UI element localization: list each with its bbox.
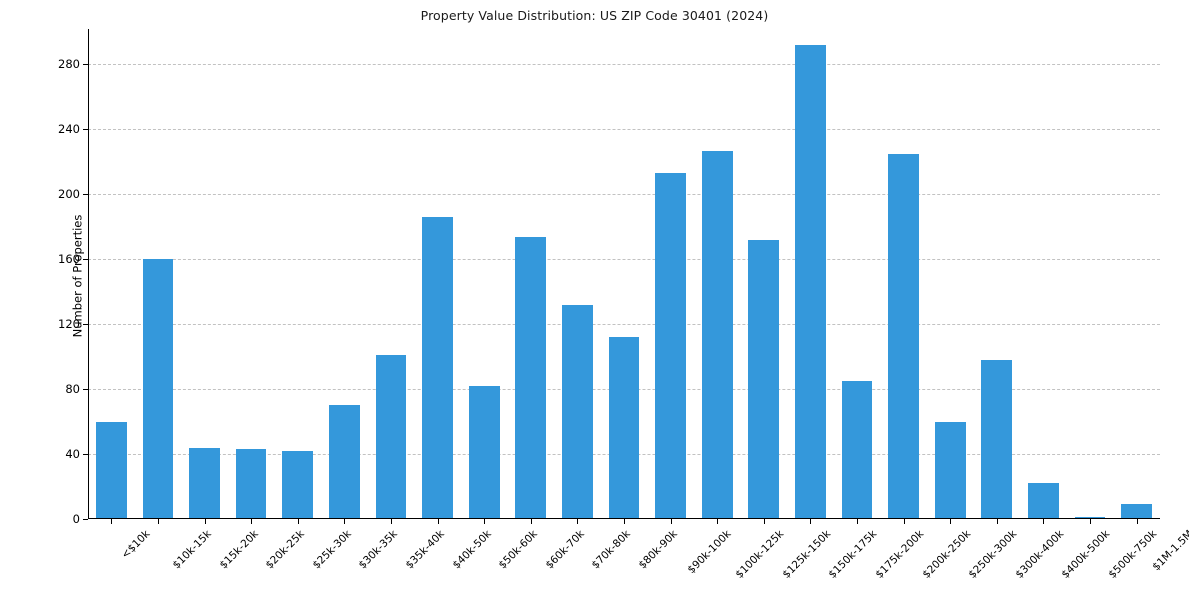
x-tick-label: $90k-100k	[685, 528, 734, 577]
y-tick-label: 80	[65, 382, 80, 397]
x-tick-label: $80k-90k	[636, 528, 680, 572]
bar[interactable]	[701, 150, 733, 519]
bar[interactable]	[282, 450, 314, 519]
x-tick-label: $10k-15k	[170, 528, 214, 572]
bar[interactable]	[608, 337, 640, 519]
x-tick-label: $100k-125k	[733, 528, 787, 581]
x-tick-label: $50k-60k	[496, 528, 541, 572]
x-tick-label: $35k-40k	[403, 528, 447, 572]
x-tick-label: $60k-70k	[543, 528, 587, 572]
x-tick-label: $400k-500k	[1059, 528, 1113, 581]
x-tick-label: $125k-150k	[780, 528, 834, 581]
bar[interactable]	[1121, 504, 1153, 519]
y-tick-label: 40	[65, 447, 80, 462]
gridline	[88, 64, 1160, 66]
bar[interactable]	[934, 421, 966, 519]
x-tick-mark	[390, 519, 392, 524]
x-tick-mark	[670, 519, 672, 524]
x-tick-label: $300k-400k	[1013, 528, 1067, 581]
x-tick-label: $70k-80k	[589, 528, 634, 572]
bar[interactable]	[888, 153, 920, 519]
x-tick-mark	[950, 519, 952, 524]
y-axis-spine	[88, 29, 89, 519]
x-tick-mark	[530, 519, 532, 524]
bar[interactable]	[189, 447, 220, 519]
x-tick-mark	[1043, 519, 1045, 524]
x-tick-mark	[903, 519, 905, 524]
x-tick-label: $500k-750k	[1106, 528, 1160, 581]
y-tick-label: 120	[58, 317, 80, 332]
bar[interactable]	[375, 355, 407, 519]
y-tick-label: 240	[58, 122, 80, 137]
bars	[88, 32, 1160, 519]
y-tick-label: 200	[58, 187, 80, 202]
x-tick-label: $175k-200k	[873, 528, 927, 581]
y-tick-label: 0	[72, 512, 80, 526]
gridline	[88, 259, 1160, 261]
x-tick-mark	[157, 519, 159, 524]
bar[interactable]	[515, 236, 547, 519]
y-tick-mark	[83, 519, 88, 520]
y-tick-mark	[83, 129, 88, 131]
x-tick-mark	[111, 519, 113, 524]
y-axis-label: Number of Properties	[70, 214, 85, 337]
y-tick-mark	[83, 64, 88, 66]
gridline	[88, 324, 1160, 326]
x-tick-label: $15k-20k	[216, 528, 261, 572]
bar[interactable]	[841, 381, 873, 519]
y-tick-mark	[83, 454, 88, 456]
bar[interactable]	[562, 304, 593, 519]
x-tick-mark	[857, 519, 859, 524]
bar[interactable]	[235, 449, 267, 519]
y-tick-label: 160	[58, 252, 80, 267]
x-tick-mark	[763, 519, 765, 524]
chart-title: Property Value Distribution: US ZIP Code…	[420, 8, 769, 23]
x-tick-mark	[810, 519, 812, 524]
x-tick-mark	[484, 519, 486, 524]
bar[interactable]	[328, 405, 360, 519]
x-axis-spine	[88, 518, 1160, 519]
bar[interactable]	[748, 239, 780, 519]
axes: 0 40 80 120 160 200 240 280 <$10k $10k-15k $15k-20…	[58, 29, 1189, 581]
x-tick-label: $250k-300k	[966, 528, 1020, 581]
x-tick-label: $200k-250k	[920, 528, 973, 581]
x-tick-mark	[996, 519, 998, 524]
y-tick-mark	[83, 324, 88, 326]
bar[interactable]	[142, 259, 174, 519]
y-tick-mark	[83, 389, 88, 391]
x-tick-mark	[251, 519, 253, 524]
x-tick-mark	[344, 519, 346, 524]
x-tick-label: $30k-35k	[356, 528, 401, 572]
bar[interactable]	[795, 45, 826, 519]
bar[interactable]	[468, 385, 500, 519]
bar[interactable]	[95, 421, 127, 519]
x-tick-mark	[1136, 519, 1138, 524]
x-tick-label: <$10k	[119, 528, 153, 562]
x-tick-mark	[204, 519, 206, 524]
x-tick-label: $40k-50k	[450, 528, 494, 572]
plot-area: 0 40 80 120 160 200 240 280 <$10k $10k-15k $15k-20…	[58, 29, 1189, 581]
bar[interactable]	[1028, 483, 1059, 519]
y-tick-label: 280	[58, 57, 80, 72]
x-tick-mark	[297, 519, 299, 524]
x-tick-mark	[717, 519, 719, 524]
x-tick-label: $20k-25k	[263, 528, 307, 572]
x-tick-mark	[437, 519, 439, 524]
y-tick-mark	[83, 194, 88, 196]
x-tick-mark	[1090, 519, 1092, 524]
y-tick-mark	[83, 259, 88, 261]
x-tick-label: $150k-175k	[826, 528, 880, 581]
gridline	[88, 129, 1160, 131]
gridline	[88, 194, 1160, 196]
x-tick-mark	[577, 519, 579, 524]
bar[interactable]	[655, 173, 686, 519]
bar[interactable]	[981, 359, 1013, 519]
x-tick-mark	[624, 519, 625, 524]
bar[interactable]	[422, 217, 453, 519]
x-tick-label: $25k-30k	[310, 528, 354, 572]
